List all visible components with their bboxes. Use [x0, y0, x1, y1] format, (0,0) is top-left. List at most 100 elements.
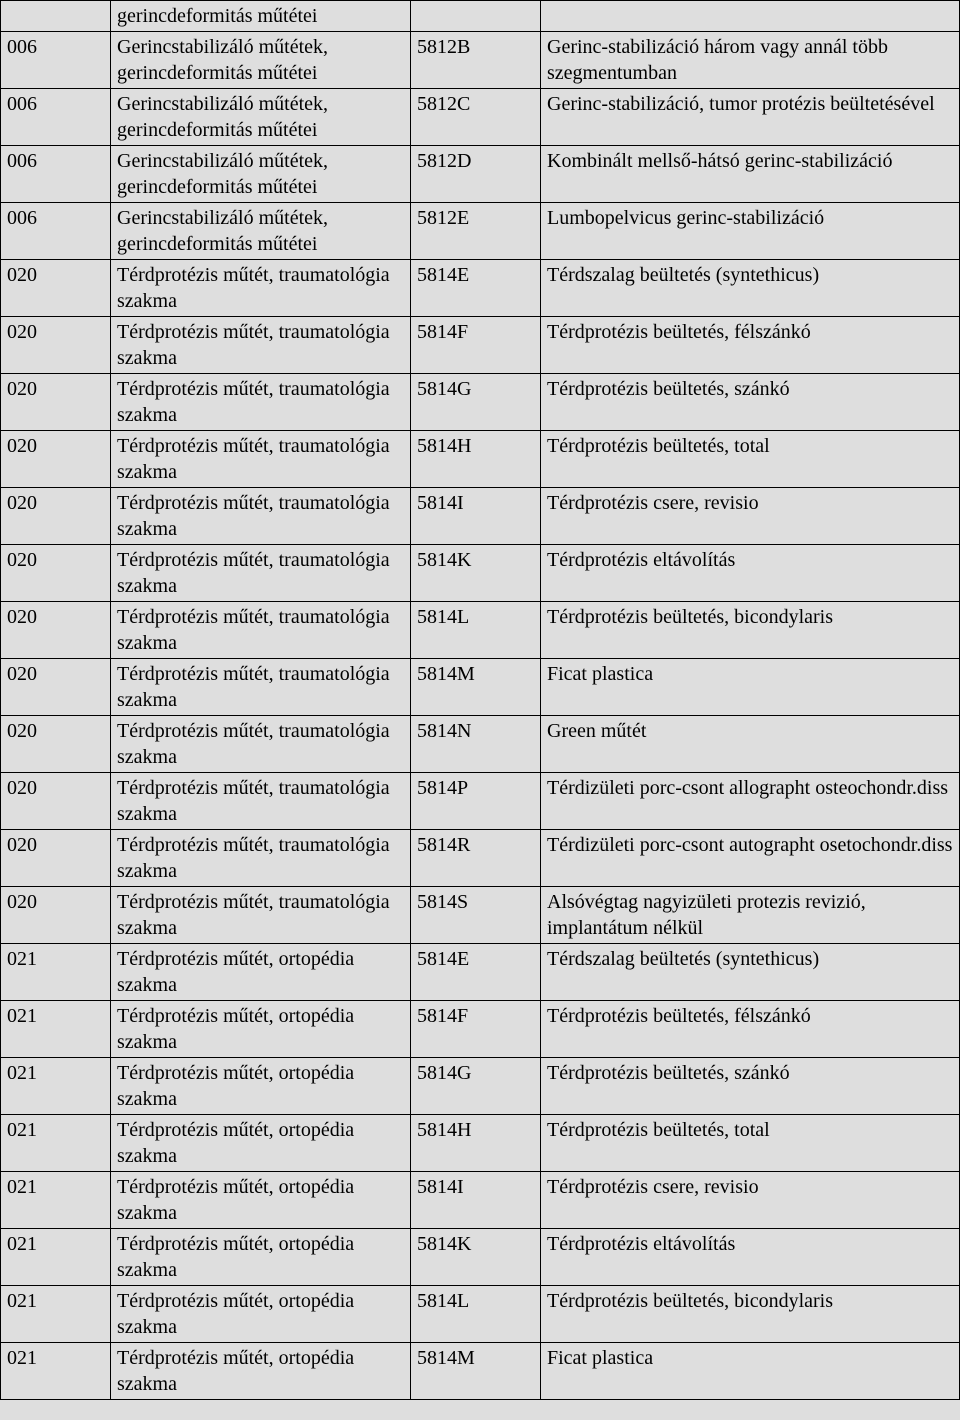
table-cell: 5814I: [411, 1172, 541, 1229]
table-cell: 020: [1, 773, 111, 830]
table-cell: 5814I: [411, 488, 541, 545]
table-cell: 5814S: [411, 887, 541, 944]
table-cell: 021: [1, 944, 111, 1001]
table-cell: 021: [1, 1058, 111, 1115]
table-cell: 006: [1, 203, 111, 260]
table-cell: 5812B: [411, 32, 541, 89]
table-cell: Térdprotézis műtét, ortopédia szakma: [111, 1229, 411, 1286]
table-cell: Térdprotézis műtét, traumatológia szakma: [111, 488, 411, 545]
table-row: 021Térdprotézis műtét, ortopédia szakma5…: [1, 944, 960, 1001]
table-cell: Térdprotézis csere, revisio: [541, 488, 960, 545]
table-cell: 5814F: [411, 1001, 541, 1058]
table-cell: 006: [1, 32, 111, 89]
table-cell: Gerinc-stabilizáció három vagy annál töb…: [541, 32, 960, 89]
table-cell: Térdprotézis beültetés, bicondylaris: [541, 1286, 960, 1343]
table-cell: 020: [1, 317, 111, 374]
table-cell: 5814R: [411, 830, 541, 887]
table-cell: Térdprotézis műtét, traumatológia szakma: [111, 773, 411, 830]
table-cell: Ficat plastica: [541, 1343, 960, 1400]
table-cell: Térdprotézis beültetés, félszánkó: [541, 1001, 960, 1058]
table-row: 021Térdprotézis műtét, ortopédia szakma5…: [1, 1058, 960, 1115]
table-cell: 5814E: [411, 260, 541, 317]
table-row: 020Térdprotézis műtét, traumatológia sza…: [1, 374, 960, 431]
table-cell: 020: [1, 488, 111, 545]
table-cell: 021: [1, 1172, 111, 1229]
table-row: 020Térdprotézis műtét, traumatológia sza…: [1, 830, 960, 887]
table-cell: 021: [1, 1286, 111, 1343]
table-row: 020Térdprotézis műtét, traumatológia sza…: [1, 773, 960, 830]
table-row: 021Térdprotézis műtét, ortopédia szakma5…: [1, 1229, 960, 1286]
table-cell: 020: [1, 659, 111, 716]
table-cell: 5814M: [411, 1343, 541, 1400]
table-cell: 020: [1, 887, 111, 944]
table-cell: 5814G: [411, 374, 541, 431]
table-row: 020Térdprotézis műtét, traumatológia sza…: [1, 431, 960, 488]
table-cell: 006: [1, 146, 111, 203]
table-cell: 5812D: [411, 146, 541, 203]
table-cell: Térdprotézis műtét, traumatológia szakma: [111, 374, 411, 431]
table-cell: 021: [1, 1001, 111, 1058]
table-row: gerincdeformitás műtétei: [1, 1, 960, 32]
table-row: 020Térdprotézis műtét, traumatológia sza…: [1, 317, 960, 374]
table-cell: 5814G: [411, 1058, 541, 1115]
table-row: 006Gerincstabilizáló műtétek, gerincdefo…: [1, 89, 960, 146]
table-row: 020Térdprotézis műtét, traumatológia sza…: [1, 602, 960, 659]
table-row: 020Térdprotézis műtét, traumatológia sza…: [1, 545, 960, 602]
medical-codes-table: gerincdeformitás műtétei006Gerincstabili…: [0, 0, 960, 1400]
table-cell: 5812E: [411, 203, 541, 260]
table-cell: 020: [1, 830, 111, 887]
table-cell: Térdprotézis műtét, traumatológia szakma: [111, 887, 411, 944]
table-cell: Térdprotézis műtét, traumatológia szakma: [111, 260, 411, 317]
table-cell: gerincdeformitás műtétei: [111, 1, 411, 32]
table-row: 020Térdprotézis műtét, traumatológia sza…: [1, 488, 960, 545]
table-row: 020Térdprotézis műtét, traumatológia sza…: [1, 887, 960, 944]
table-cell: 5814P: [411, 773, 541, 830]
table-cell: 5814K: [411, 545, 541, 602]
table-cell: 5814M: [411, 659, 541, 716]
table-body: gerincdeformitás műtétei006Gerincstabili…: [1, 1, 960, 1400]
table-cell: 5814F: [411, 317, 541, 374]
table-cell: 020: [1, 716, 111, 773]
table-cell: 020: [1, 602, 111, 659]
table-cell: 020: [1, 374, 111, 431]
table-cell: 020: [1, 545, 111, 602]
table-cell: Térdprotézis eltávolítás: [541, 545, 960, 602]
table-cell: Gerincstabilizáló műtétek, gerincdeformi…: [111, 146, 411, 203]
table-row: 020Térdprotézis műtét, traumatológia sza…: [1, 659, 960, 716]
table-cell: Gerincstabilizáló műtétek, gerincdeformi…: [111, 89, 411, 146]
table-cell: 5814K: [411, 1229, 541, 1286]
table-cell: [411, 1, 541, 32]
table-cell: Kombinált mellső-hátsó gerinc-stabilizác…: [541, 146, 960, 203]
table-row: 006Gerincstabilizáló műtétek, gerincdefo…: [1, 146, 960, 203]
table-row: 020Térdprotézis műtét, traumatológia sza…: [1, 260, 960, 317]
table-cell: Térdprotézis beültetés, szánkó: [541, 374, 960, 431]
table-cell: 5812C: [411, 89, 541, 146]
table-cell: Térdizületi porc-csont allographt osteoc…: [541, 773, 960, 830]
table-cell: Térdprotézis műtét, ortopédia szakma: [111, 1058, 411, 1115]
table-cell: Térdprotézis műtét, traumatológia szakma: [111, 431, 411, 488]
table-cell: 5814H: [411, 431, 541, 488]
table-cell: Lumbopelvicus gerinc-stabilizáció: [541, 203, 960, 260]
table-cell: Térdprotézis műtét, ortopédia szakma: [111, 1001, 411, 1058]
table-cell: Alsóvégtag nagyizületi protezis revizió,…: [541, 887, 960, 944]
table-cell: Térdprotézis beültetés, félszánkó: [541, 317, 960, 374]
table-cell: Térdszalag beültetés (syntethicus): [541, 944, 960, 1001]
table-cell: 5814N: [411, 716, 541, 773]
table-row: 006Gerincstabilizáló műtétek, gerincdefo…: [1, 203, 960, 260]
table-cell: Térdprotézis csere, revisio: [541, 1172, 960, 1229]
table-row: 021Térdprotézis műtét, ortopédia szakma5…: [1, 1286, 960, 1343]
table-cell: Gerinc-stabilizáció, tumor protézis beül…: [541, 89, 960, 146]
table-cell: Térdprotézis eltávolítás: [541, 1229, 960, 1286]
table-cell: Térdprotézis műtét, ortopédia szakma: [111, 944, 411, 1001]
table-cell: Gerincstabilizáló műtétek, gerincdeformi…: [111, 32, 411, 89]
table-cell: [1, 1, 111, 32]
table-cell: Térdprotézis beültetés, szánkó: [541, 1058, 960, 1115]
table-cell: Térdprotézis műtét, ortopédia szakma: [111, 1115, 411, 1172]
table-cell: Ficat plastica: [541, 659, 960, 716]
table-cell: [541, 1, 960, 32]
table-cell: Térdprotézis műtét, traumatológia szakma: [111, 659, 411, 716]
table-row: 020Térdprotézis műtét, traumatológia sza…: [1, 716, 960, 773]
table-cell: Térdprotézis műtét, traumatológia szakma: [111, 716, 411, 773]
table-cell: Térdprotézis műtét, ortopédia szakma: [111, 1172, 411, 1229]
table-cell: Térdprotézis műtét, traumatológia szakma: [111, 545, 411, 602]
